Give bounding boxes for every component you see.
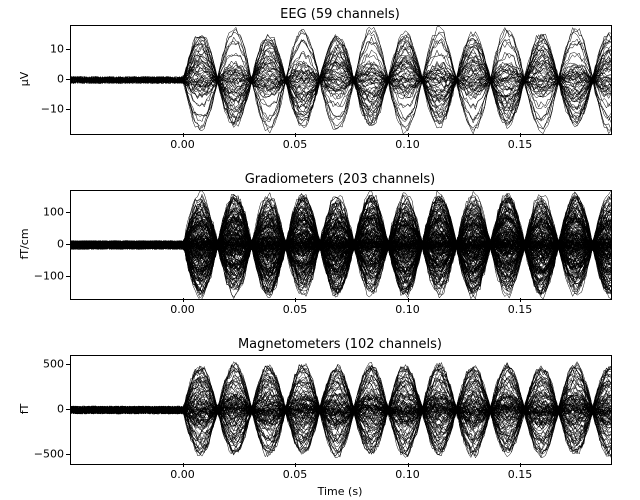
eeg-title: EEG (59 channels) bbox=[70, 7, 610, 22]
grad-xtick bbox=[295, 298, 296, 302]
figure: Nₐᵥₑ=49EEG (59 channels)µV−100100.000.05… bbox=[0, 0, 640, 500]
grad-ytick bbox=[66, 244, 70, 245]
mag-xtick bbox=[408, 463, 409, 467]
mag-axes bbox=[70, 355, 612, 465]
eeg-traces bbox=[71, 26, 611, 134]
grad-ytick bbox=[66, 212, 70, 213]
eeg-xtick-label: 0.05 bbox=[283, 138, 308, 151]
grad-xtick-label: 0.00 bbox=[170, 303, 195, 316]
eeg-xtick-label: 0.10 bbox=[395, 138, 420, 151]
eeg-xtick-label: 0.00 bbox=[170, 138, 195, 151]
eeg-xtick-label: 0.15 bbox=[508, 138, 533, 151]
grad-traces bbox=[71, 191, 611, 299]
mag-ytick bbox=[66, 364, 70, 365]
mag-xtick bbox=[183, 463, 184, 467]
mag-ytick-label: 0 bbox=[28, 403, 64, 416]
eeg-ytick bbox=[66, 49, 70, 50]
eeg-ytick bbox=[66, 79, 70, 80]
grad-xtick-label: 0.15 bbox=[508, 303, 533, 316]
eeg-xtick bbox=[183, 133, 184, 137]
grad-xtick bbox=[520, 298, 521, 302]
grad-ytick-label: −100 bbox=[28, 269, 64, 282]
eeg-xtick bbox=[408, 133, 409, 137]
mag-ytick-label: 500 bbox=[28, 358, 64, 371]
mag-ytick-label: −500 bbox=[28, 448, 64, 461]
mag-traces bbox=[71, 356, 611, 464]
eeg-ytick bbox=[66, 109, 70, 110]
mag-title: Magnetometers (102 channels) bbox=[70, 337, 610, 352]
mag-xtick bbox=[295, 463, 296, 467]
grad-ytick-label: 100 bbox=[28, 206, 64, 219]
eeg-xtick bbox=[295, 133, 296, 137]
xlabel: Time (s) bbox=[70, 485, 610, 498]
grad-ytick bbox=[66, 276, 70, 277]
eeg-xtick bbox=[520, 133, 521, 137]
mag-xtick-label: 0.00 bbox=[170, 468, 195, 481]
eeg-ytick-label: −10 bbox=[28, 103, 64, 116]
grad-xtick-label: 0.10 bbox=[395, 303, 420, 316]
grad-ytick-label: 0 bbox=[28, 238, 64, 251]
eeg-axes bbox=[70, 25, 612, 135]
mag-xtick-label: 0.15 bbox=[508, 468, 533, 481]
grad-xtick-label: 0.05 bbox=[283, 303, 308, 316]
eeg-ytick-label: 10 bbox=[28, 43, 64, 56]
grad-axes bbox=[70, 190, 612, 300]
grad-title: Gradiometers (203 channels) bbox=[70, 172, 610, 187]
mag-xtick bbox=[520, 463, 521, 467]
mag-ytick bbox=[66, 454, 70, 455]
eeg-ytick-label: 0 bbox=[28, 73, 64, 86]
grad-xtick bbox=[183, 298, 184, 302]
mag-xtick-label: 0.05 bbox=[283, 468, 308, 481]
grad-xtick bbox=[408, 298, 409, 302]
mag-ytick bbox=[66, 409, 70, 410]
mag-xtick-label: 0.10 bbox=[395, 468, 420, 481]
